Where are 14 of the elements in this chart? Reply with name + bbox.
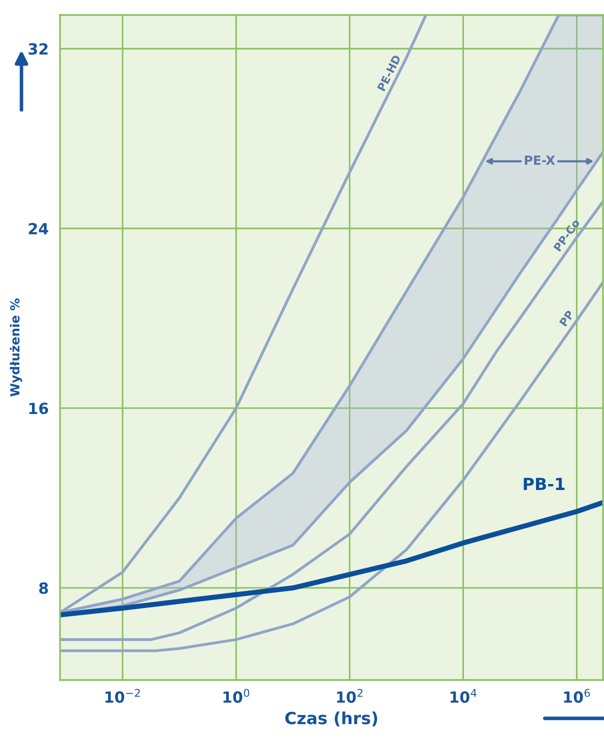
text: PP: [559, 310, 574, 327]
x-tick-label: 10$^{0}$: [223, 688, 250, 703]
y-axis-title: Wydłużenie %: [10, 298, 22, 396]
series-label: PB-1: [524, 478, 565, 490]
y-tick-label: 24: [28, 222, 48, 234]
x-tick-label: 10$^{2}$: [337, 688, 362, 703]
y-tick-label: 8: [39, 582, 48, 594]
x-axis-title: Czas (hrs): [285, 711, 378, 726]
x-tick-label: 10$^{−2}$: [105, 688, 140, 703]
y-tick-label: 32: [28, 43, 48, 55]
y-tick-label: 16: [29, 402, 48, 414]
x-tick-label: 10$^{4}$: [450, 688, 476, 703]
x-tick-label: 10$^{6}$: [564, 688, 590, 703]
text: PE-X: [524, 156, 556, 165]
